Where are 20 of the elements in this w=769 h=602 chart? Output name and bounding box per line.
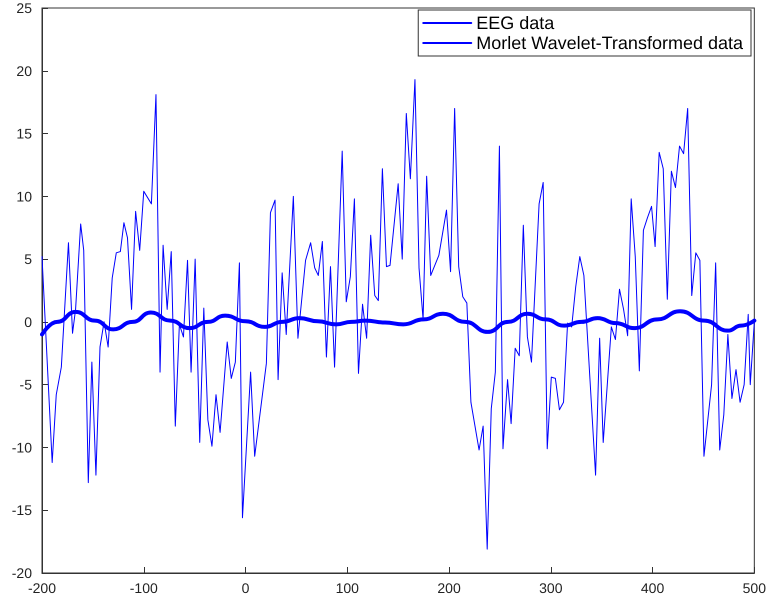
- x-tick-label: -100: [130, 580, 158, 596]
- legend-label: EEG data: [476, 13, 556, 33]
- y-tick-label: 10: [16, 188, 32, 204]
- y-tick-label: 0: [24, 314, 32, 330]
- y-tick-label: 15: [16, 126, 32, 142]
- legend-label: Morlet Wavelet-Transformed data: [476, 33, 744, 53]
- y-tick-label: -5: [20, 376, 32, 393]
- x-tick-label: 200: [437, 580, 461, 596]
- x-tick-label: 300: [539, 580, 563, 596]
- x-tick-label: 100: [336, 580, 360, 596]
- y-tick-label: -20: [12, 565, 32, 581]
- x-tick-label: 500: [742, 580, 766, 596]
- y-tick-label: -15: [12, 502, 32, 518]
- x-tick-label: 400: [640, 580, 664, 596]
- y-tick-label: 5: [24, 251, 32, 268]
- x-tick-label: 0: [242, 580, 250, 596]
- x-tick-label: -200: [28, 580, 56, 596]
- y-tick-label: -10: [12, 439, 32, 456]
- y-tick-label: 20: [16, 62, 32, 79]
- y-tick-label: 25: [16, 0, 32, 16]
